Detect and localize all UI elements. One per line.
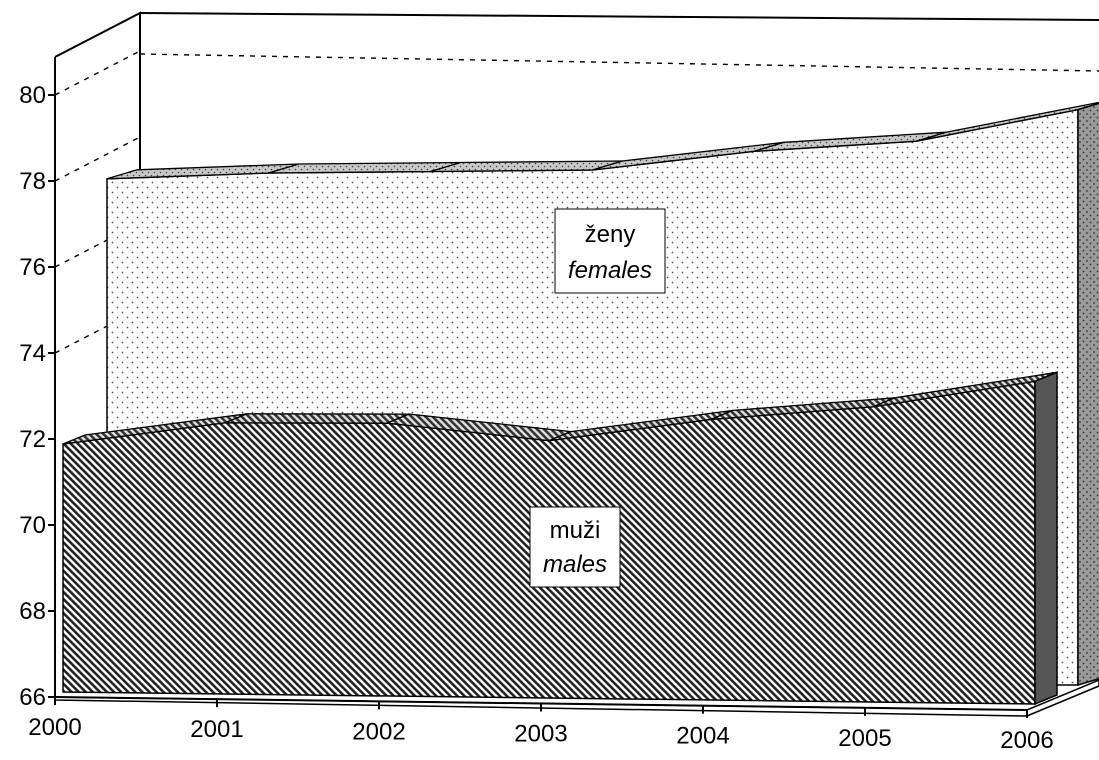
y-tick-label: 72 <box>19 426 46 453</box>
back-wall <box>139 12 1099 21</box>
gridline-back-top <box>139 53 1099 72</box>
x-tick-label: 2000 <box>28 714 81 741</box>
y-tick-label: 78 <box>19 168 46 195</box>
y-tick-label: 68 <box>19 598 46 625</box>
label-males-en: males <box>543 551 607 578</box>
males-side-face <box>1034 371 1058 706</box>
y-tick-label: 66 <box>19 684 46 711</box>
x-tick-label: 2005 <box>838 725 891 752</box>
x-tick-label: 2002 <box>352 718 405 745</box>
label-females-en: females <box>568 257 652 284</box>
x-tick-label: 2004 <box>676 723 729 750</box>
gridline-wall <box>54 50 141 96</box>
gridline-wall <box>54 136 141 182</box>
label-males-cz: muži <box>550 517 601 544</box>
x-axis: 2000 2001 2002 2003 2004 2005 2006 <box>28 697 1054 754</box>
label-females-cz: ženy <box>585 221 636 248</box>
y-tick-label: 76 <box>19 254 46 281</box>
females-top-segment <box>916 101 1099 142</box>
label-box-males: muži males <box>529 506 621 588</box>
males-top-segment <box>224 413 410 424</box>
x-tick-label: 2006 <box>1000 727 1053 754</box>
y-tick-label: 80 <box>19 82 46 109</box>
y-tick-label: 70 <box>19 512 46 539</box>
y-tick-label: 74 <box>19 340 46 367</box>
females-side-face <box>1077 102 1099 687</box>
label-box-females: ženy females <box>554 208 666 294</box>
x-tick-label: 2003 <box>514 721 567 748</box>
y-axis: 66 68 70 72 74 76 78 80 <box>19 82 55 711</box>
x-tick-label: 2001 <box>190 716 243 743</box>
